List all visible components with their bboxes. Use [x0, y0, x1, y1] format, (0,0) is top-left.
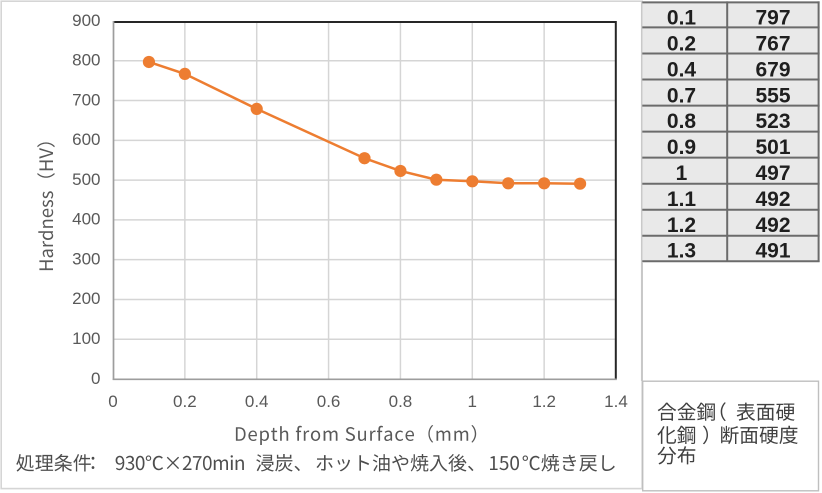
svg-text:0.6: 0.6 [317, 392, 341, 411]
svg-text:501: 501 [755, 136, 790, 159]
svg-text:1.2: 1.2 [532, 392, 556, 411]
svg-text:900: 900 [72, 11, 100, 30]
svg-text:200: 200 [72, 289, 100, 308]
svg-text:0.8: 0.8 [389, 392, 413, 411]
svg-text:500: 500 [72, 170, 100, 189]
svg-text:492: 492 [755, 188, 790, 211]
svg-text:0.4: 0.4 [667, 58, 697, 81]
svg-text:491: 491 [755, 240, 790, 263]
svg-text:0.8: 0.8 [667, 110, 697, 133]
svg-text:700: 700 [72, 90, 100, 109]
svg-text:100: 100 [72, 329, 100, 348]
svg-text:800: 800 [72, 51, 100, 70]
svg-text:767: 767 [755, 33, 790, 56]
svg-text:1.2: 1.2 [667, 214, 696, 237]
svg-text:492: 492 [755, 214, 790, 237]
svg-text:1: 1 [468, 392, 477, 411]
svg-text:1.3: 1.3 [667, 240, 696, 263]
svg-text:400: 400 [72, 210, 100, 229]
svg-text:1.1: 1.1 [667, 188, 697, 211]
svg-text:0.2: 0.2 [173, 392, 197, 411]
svg-text:0.7: 0.7 [667, 84, 696, 107]
svg-text:555: 555 [755, 84, 790, 107]
svg-text:0.2: 0.2 [667, 33, 696, 56]
svg-text:0: 0 [108, 392, 117, 411]
svg-text:523: 523 [755, 110, 790, 133]
svg-text:797: 797 [755, 7, 790, 30]
svg-text:0.4: 0.4 [245, 392, 269, 411]
svg-text:679: 679 [755, 58, 790, 81]
svg-text:300: 300 [72, 249, 100, 268]
svg-text:0.9: 0.9 [667, 136, 696, 159]
svg-text:0: 0 [91, 369, 100, 388]
svg-text:1.4: 1.4 [604, 392, 628, 411]
svg-text:0.1: 0.1 [667, 7, 697, 30]
svg-text:600: 600 [72, 130, 100, 149]
svg-text:497: 497 [755, 162, 790, 185]
svg-text:1: 1 [676, 162, 688, 185]
